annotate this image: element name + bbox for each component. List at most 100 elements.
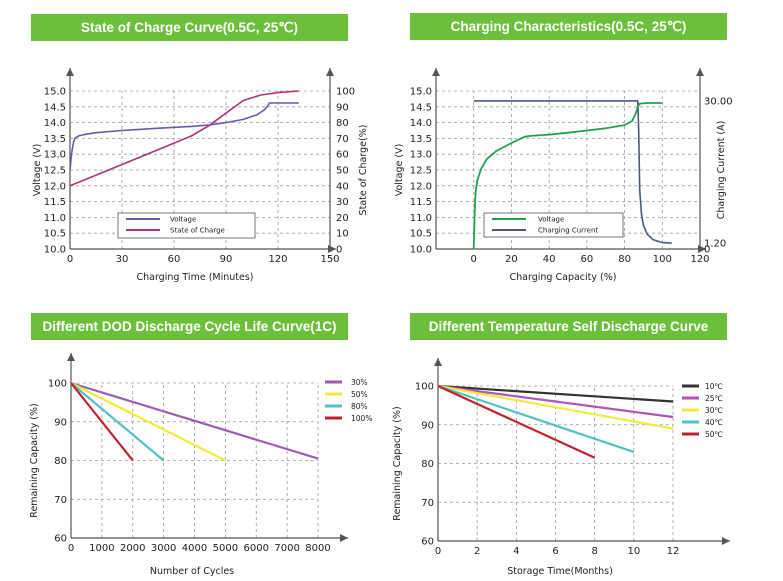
- voltage-line: [472, 102, 663, 250]
- y-tick-label: 11.0: [44, 213, 66, 224]
- x-axis-arrow: [340, 534, 348, 542]
- y-tick-label: 80: [54, 456, 67, 467]
- x-tick-label: 4000: [182, 543, 207, 554]
- legend-label: 50%: [351, 390, 368, 399]
- y-tick-label: 12.5: [410, 166, 432, 177]
- soc-line: [69, 90, 299, 187]
- y-axis-arrow: [67, 353, 75, 361]
- y-tick-label: 60: [421, 537, 434, 548]
- y-right-tick-label: 80: [336, 118, 349, 129]
- x-tick-label: 3000: [151, 543, 176, 554]
- y-axis-arrow: [432, 68, 440, 76]
- legend-label: 30%: [351, 378, 368, 387]
- x-tick-label: 2: [474, 546, 480, 557]
- x-tick-label: 2000: [120, 543, 145, 554]
- y-tick-label: 14.5: [44, 102, 66, 113]
- y-tick-label: 10.5: [44, 229, 66, 240]
- x-axis-label: Storage Time(Months): [507, 566, 613, 577]
- y-tick-label: 100: [415, 382, 434, 393]
- temp-line-0: [437, 384, 674, 403]
- dod-line-30: [70, 381, 319, 460]
- x-axis-label: Charging Capacity (%): [510, 272, 617, 283]
- x-tick-label: 1000: [89, 543, 114, 554]
- x-axis-label: Number of Cycles: [150, 566, 234, 577]
- x-tick-label: 120: [690, 254, 709, 265]
- y-right-tick-label: 60: [336, 150, 349, 161]
- y-tick-label: 11.5: [44, 197, 66, 208]
- legend-label-voltage: Voltage: [170, 216, 196, 224]
- y-right-tick-label: 100: [336, 87, 355, 98]
- legend-label: 25℃: [705, 394, 723, 403]
- y-tick-label: 60: [54, 534, 67, 545]
- y-tick-label: 90: [421, 420, 434, 431]
- legend-label-current: Charging Current: [538, 227, 598, 235]
- x-tick-label: 0: [68, 543, 74, 554]
- y-tick-label: 10.0: [410, 245, 432, 256]
- x-axis-label: Charging Time (Minutes): [136, 272, 253, 283]
- y-tick-label: 11.5: [410, 197, 432, 208]
- dod-line-100: [70, 382, 134, 462]
- y-right-tick-label: 30: [336, 197, 349, 208]
- temp-line-3: [437, 384, 635, 453]
- y-axis-right-arrow: [326, 68, 334, 76]
- x-tick-label: 60: [168, 254, 181, 265]
- x-tick-label: 80: [618, 254, 631, 265]
- x-tick-label: 40: [543, 254, 556, 265]
- legend-box: [117, 212, 256, 239]
- y-tick-label: 100: [48, 379, 67, 390]
- y-right-tick-label: 30.00: [704, 96, 733, 107]
- y-tick-label: 13.0: [410, 150, 432, 161]
- chart-1-title: State of Charge Curve(0.5C, 25℃): [31, 14, 348, 41]
- x-tick-label: 12: [667, 546, 680, 557]
- voltage-line: [69, 102, 299, 171]
- y-axis-right-label: State of Charge(%): [358, 125, 369, 216]
- y-axis-label: Voltage (V): [394, 144, 405, 197]
- x-axis-arrow: [722, 537, 730, 545]
- y-tick-label: 13.0: [44, 150, 66, 161]
- y-right-tick-label: 0: [704, 245, 710, 256]
- y-axis-label: Remaining Capacity (%): [392, 406, 403, 520]
- legend-box: [483, 212, 624, 238]
- y-axis-label: Remaining Capacity (%): [29, 403, 40, 517]
- chart-3-title: Different DOD Discharge Cycle Life Curve…: [31, 313, 348, 340]
- y-tick-label: 70: [54, 495, 67, 506]
- y-right-tick-label: 40: [336, 181, 349, 192]
- y-right-tick-label: 10: [336, 229, 349, 240]
- y-tick-label: 10.5: [410, 229, 432, 240]
- y-tick-label: 13.5: [44, 134, 66, 145]
- y-right-tick-label: 1.20: [704, 239, 726, 250]
- legend-label: 10℃: [705, 382, 723, 391]
- x-tick-label: 6000: [244, 543, 269, 554]
- x-tick-label: 90: [220, 254, 233, 265]
- y-tick-label: 13.5: [410, 134, 432, 145]
- x-tick-label: 0: [67, 254, 73, 265]
- x-tick-label: 8: [591, 546, 597, 557]
- y-tick-label: 70: [421, 498, 434, 509]
- temp-line-1: [437, 384, 674, 419]
- y-right-tick-label: 70: [336, 134, 349, 145]
- legend-label: 30℃: [705, 406, 723, 415]
- legend-label-voltage: Voltage: [538, 216, 564, 224]
- y-axis-arrow: [66, 68, 74, 76]
- x-tick-label: 100: [653, 254, 672, 265]
- y-tick-label: 10.0: [44, 245, 66, 256]
- legend-label: 50℃: [705, 430, 723, 439]
- chart-4-title: Different Temperature Self Discharge Cur…: [410, 313, 727, 340]
- x-tick-label: 150: [320, 254, 339, 265]
- legend-label: 40℃: [705, 418, 723, 427]
- y-axis-right-label: Charging Current (A): [716, 121, 727, 220]
- x-tick-label: 0: [435, 546, 441, 557]
- x-tick-label: 7000: [274, 543, 299, 554]
- y-tick-label: 12.0: [44, 181, 66, 192]
- y-right-tick-label: 50: [336, 166, 349, 177]
- x-tick-label: 6: [552, 546, 558, 557]
- x-tick-label: 20: [505, 254, 518, 265]
- y-tick-label: 15.0: [410, 87, 432, 98]
- temp-line-2: [437, 384, 674, 430]
- legend-label: 80%: [351, 402, 368, 411]
- chart-2-title: Charging Characteristics(0.5C, 25℃): [410, 13, 727, 40]
